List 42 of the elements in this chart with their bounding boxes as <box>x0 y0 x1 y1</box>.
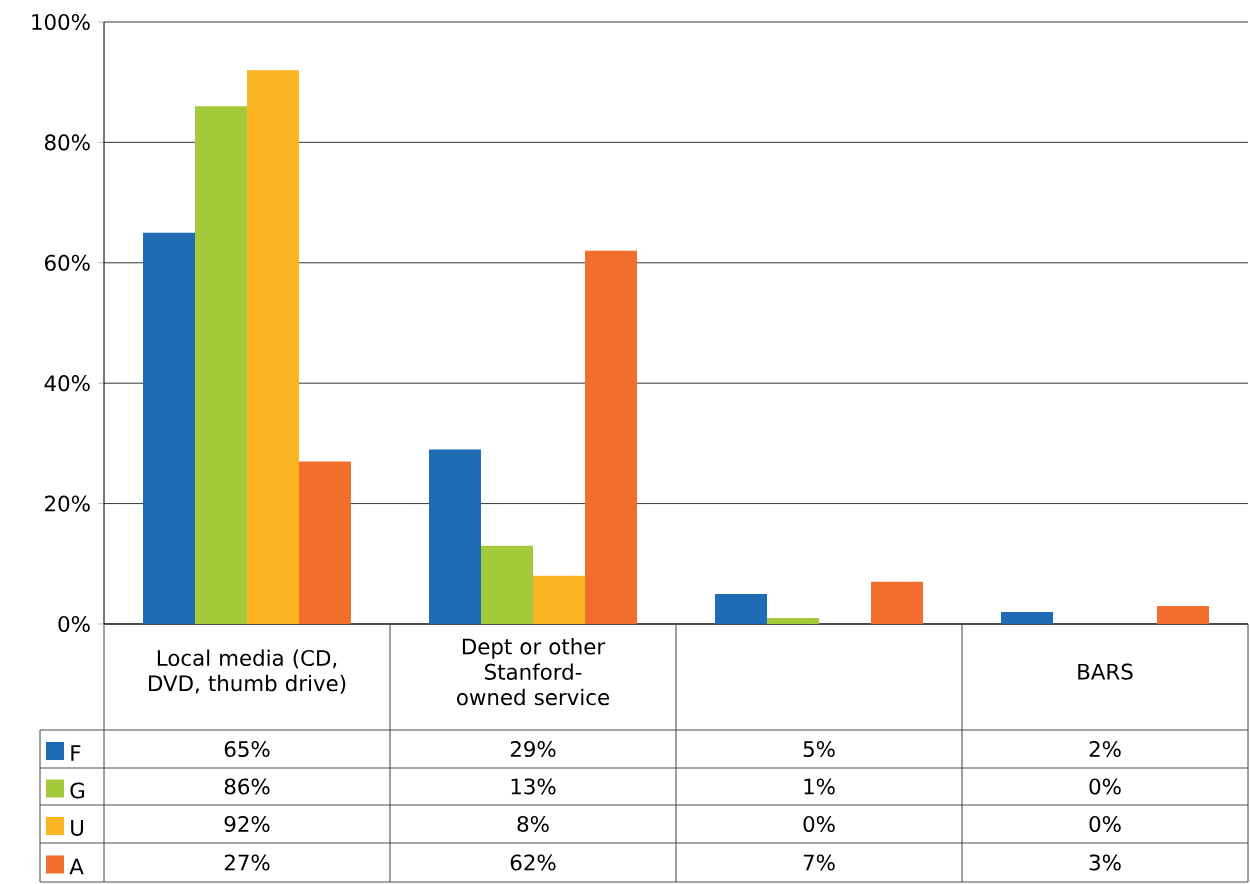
bar <box>481 545 533 624</box>
data-label: 3% <box>1089 854 1121 871</box>
bar <box>143 232 195 624</box>
y-tick-label: 80% <box>44 134 90 151</box>
x-tick-label: Local media (CD, DVD, thumb drive) <box>149 649 346 694</box>
legend-label: U <box>71 820 84 836</box>
bar <box>871 581 923 624</box>
data-label: 65% <box>224 740 270 758</box>
data-label: 7% <box>803 854 835 871</box>
data-label: 62% <box>510 854 556 871</box>
data-label: 0% <box>1089 778 1121 795</box>
data-label: 29% <box>510 740 556 758</box>
data-label: 0% <box>803 815 835 833</box>
data-label: 86% <box>224 778 270 795</box>
y-tick-label: 40% <box>44 375 90 392</box>
bar <box>585 250 637 624</box>
data-label: 5% <box>803 740 835 758</box>
data-label: 27% <box>224 854 270 871</box>
bar <box>195 106 247 624</box>
data-label: 8% <box>517 815 549 833</box>
bar <box>715 593 767 624</box>
data-label: 92% <box>224 815 270 833</box>
bar <box>767 617 819 624</box>
bar <box>429 449 482 624</box>
y-tick-label: 60% <box>45 254 90 271</box>
legend-label: G <box>70 782 85 799</box>
data-label: 13% <box>511 778 556 795</box>
bar <box>1157 605 1209 624</box>
data-label: 1% <box>804 778 835 795</box>
data-label: 2% <box>1089 740 1121 758</box>
x-tick-label: Dept or other Stanford-owned service <box>457 638 609 706</box>
x-tick-label: BARS <box>1078 663 1133 680</box>
legend-label: A <box>69 858 84 875</box>
y-tick-label: 0% <box>58 615 90 633</box>
y-tick-label: 20% <box>45 495 90 512</box>
bar <box>299 461 352 624</box>
bar <box>1001 611 1053 624</box>
legend-label: F <box>71 745 81 761</box>
data-label: 0% <box>1089 815 1121 833</box>
bar <box>247 70 300 624</box>
y-tick-label: 100% <box>32 13 90 31</box>
bar <box>533 575 585 624</box>
